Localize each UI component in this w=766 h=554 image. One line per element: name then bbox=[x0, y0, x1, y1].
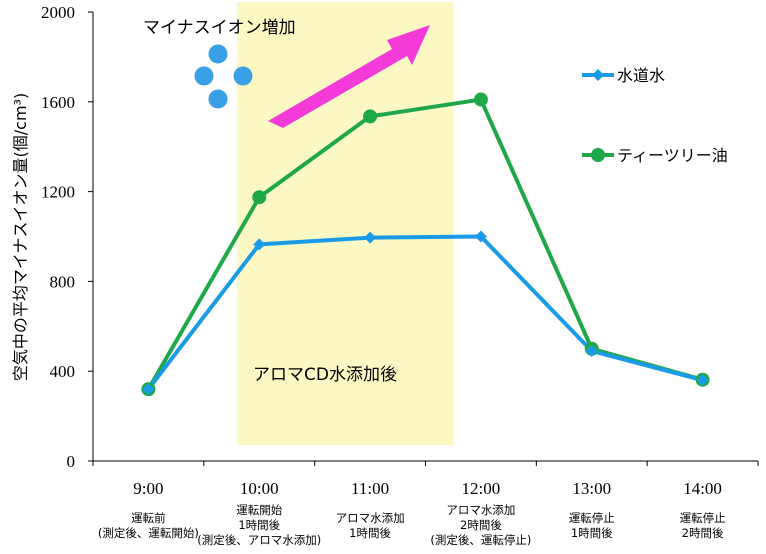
x-category-note: (測定後、運転停止) bbox=[430, 533, 531, 547]
y-tick-label: 1200 bbox=[41, 183, 75, 202]
ion-bubble bbox=[208, 89, 228, 109]
y-tick-label: 800 bbox=[50, 272, 76, 291]
x-category-note: (測定後、運転開始) bbox=[98, 526, 199, 540]
series-point bbox=[363, 109, 378, 124]
legend-label: ティーツリー油 bbox=[617, 146, 728, 165]
y-tick-label: 0 bbox=[67, 452, 76, 471]
x-category-note: 運転開始 bbox=[236, 503, 282, 517]
x-category-note: 運転前 bbox=[131, 511, 166, 525]
y-tick-label: 2000 bbox=[41, 3, 75, 22]
x-category-note: アロマ水添加 bbox=[336, 511, 405, 525]
x-category-note: 2時間後 bbox=[682, 526, 724, 540]
ion-bubble bbox=[208, 44, 228, 64]
series-point bbox=[585, 344, 598, 357]
x-category-note: 1時間後 bbox=[238, 518, 280, 532]
axes bbox=[88, 11, 759, 466]
x-tick-labels: 9:00運転前(測定後、運転開始)10:00運転開始1時間後(測定後、アロマ水添… bbox=[98, 479, 726, 547]
legend-marker bbox=[592, 69, 604, 81]
legend-label: 水道水 bbox=[617, 66, 665, 85]
x-tick-label: 10:00 bbox=[240, 479, 279, 498]
decor-group bbox=[194, 25, 430, 128]
series-point bbox=[364, 231, 377, 244]
annotation-middle: アロマCD水添加後 bbox=[253, 365, 397, 385]
series-layer bbox=[141, 92, 710, 397]
y-axis-label: 空気中の平均マイナスイオン量(個/cm³) bbox=[11, 93, 30, 381]
y-tick-label: 400 bbox=[50, 362, 76, 381]
x-tick-label: 13:00 bbox=[572, 479, 611, 498]
x-category-note: 2時間後 bbox=[460, 518, 502, 532]
x-category-note: アロマ水添加 bbox=[446, 503, 515, 517]
y-tick-label: 1600 bbox=[41, 93, 75, 112]
highlight-band bbox=[237, 2, 454, 445]
series-point bbox=[696, 374, 709, 387]
series-point bbox=[474, 230, 487, 243]
y-tick-labels: 0 400 800 1200 1600 2000 bbox=[41, 3, 75, 471]
series-point bbox=[253, 238, 266, 251]
x-category-note: 1時間後 bbox=[571, 526, 613, 540]
ion-bubble bbox=[194, 66, 214, 86]
x-tick-label: 14:00 bbox=[683, 479, 722, 498]
series-point bbox=[142, 383, 155, 396]
ion-bubble bbox=[233, 66, 253, 86]
increase-arrow bbox=[268, 25, 430, 128]
x-category-note: 1時間後 bbox=[349, 526, 391, 540]
legend-marker bbox=[591, 148, 605, 162]
x-tick-label: 9:00 bbox=[133, 479, 163, 498]
x-category-note: (測定後、アロマ水添加) bbox=[197, 533, 321, 547]
annotation-top: マイナスイオン増加 bbox=[143, 18, 296, 38]
x-category-note: 運転停止 bbox=[680, 511, 726, 525]
x-tick-label: 11:00 bbox=[351, 479, 389, 498]
series-line bbox=[146, 234, 704, 391]
series-point bbox=[473, 92, 488, 107]
x-category-note: 運転停止 bbox=[569, 511, 615, 525]
x-tick-label: 12:00 bbox=[462, 479, 501, 498]
series-point bbox=[252, 190, 267, 205]
